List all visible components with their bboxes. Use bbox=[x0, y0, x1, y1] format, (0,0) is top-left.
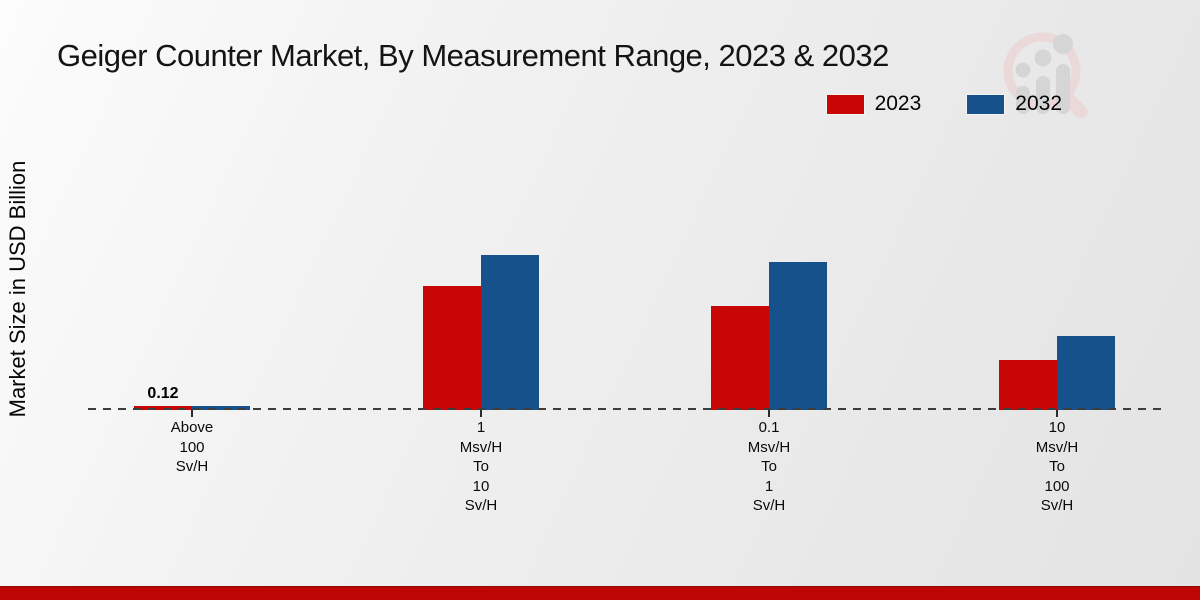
x-axis-category-label: Above 100 Sv/H bbox=[170, 419, 214, 475]
bar-2023-category-3 bbox=[999, 360, 1057, 410]
legend: 2023 2032 bbox=[826, 92, 1062, 116]
x-axis-tick bbox=[768, 410, 770, 417]
x-axis-tick bbox=[480, 410, 482, 417]
legend-label: 2023 bbox=[874, 92, 922, 115]
bar-2023-category-2 bbox=[711, 306, 769, 410]
chart-title: Geiger Counter Market, By Measurement Ra… bbox=[57, 38, 889, 73]
legend-label: 2032 bbox=[1015, 92, 1062, 115]
magnifier-growth-chart-logo-icon bbox=[1003, 32, 1088, 118]
x-axis-tick bbox=[191, 410, 193, 417]
footer-accent-bar bbox=[0, 586, 1200, 600]
bar-2032-category-1 bbox=[481, 255, 539, 410]
bar-2023-category-1 bbox=[423, 286, 481, 410]
bar-value-label: 0.12 bbox=[147, 385, 179, 402]
legend-swatch-2023 bbox=[826, 94, 864, 114]
x-axis-tick bbox=[1056, 410, 1058, 417]
x-axis-category-label: 0.1 Msv/H To 1 Sv/H bbox=[747, 419, 791, 514]
legend-item-2032: 2032 bbox=[967, 92, 1062, 116]
x-axis-line bbox=[88, 408, 1168, 410]
legend-item-2023: 2023 bbox=[826, 92, 922, 116]
x-axis-category-label: 1 Msv/H To 10 Sv/H bbox=[459, 419, 503, 514]
bar-2032-category-2 bbox=[769, 262, 827, 410]
x-axis-category-label: 10 Msv/H To 100 Sv/H bbox=[1035, 419, 1079, 514]
legend-swatch-2032 bbox=[967, 94, 1005, 114]
bar-2032-category-3 bbox=[1057, 336, 1115, 410]
